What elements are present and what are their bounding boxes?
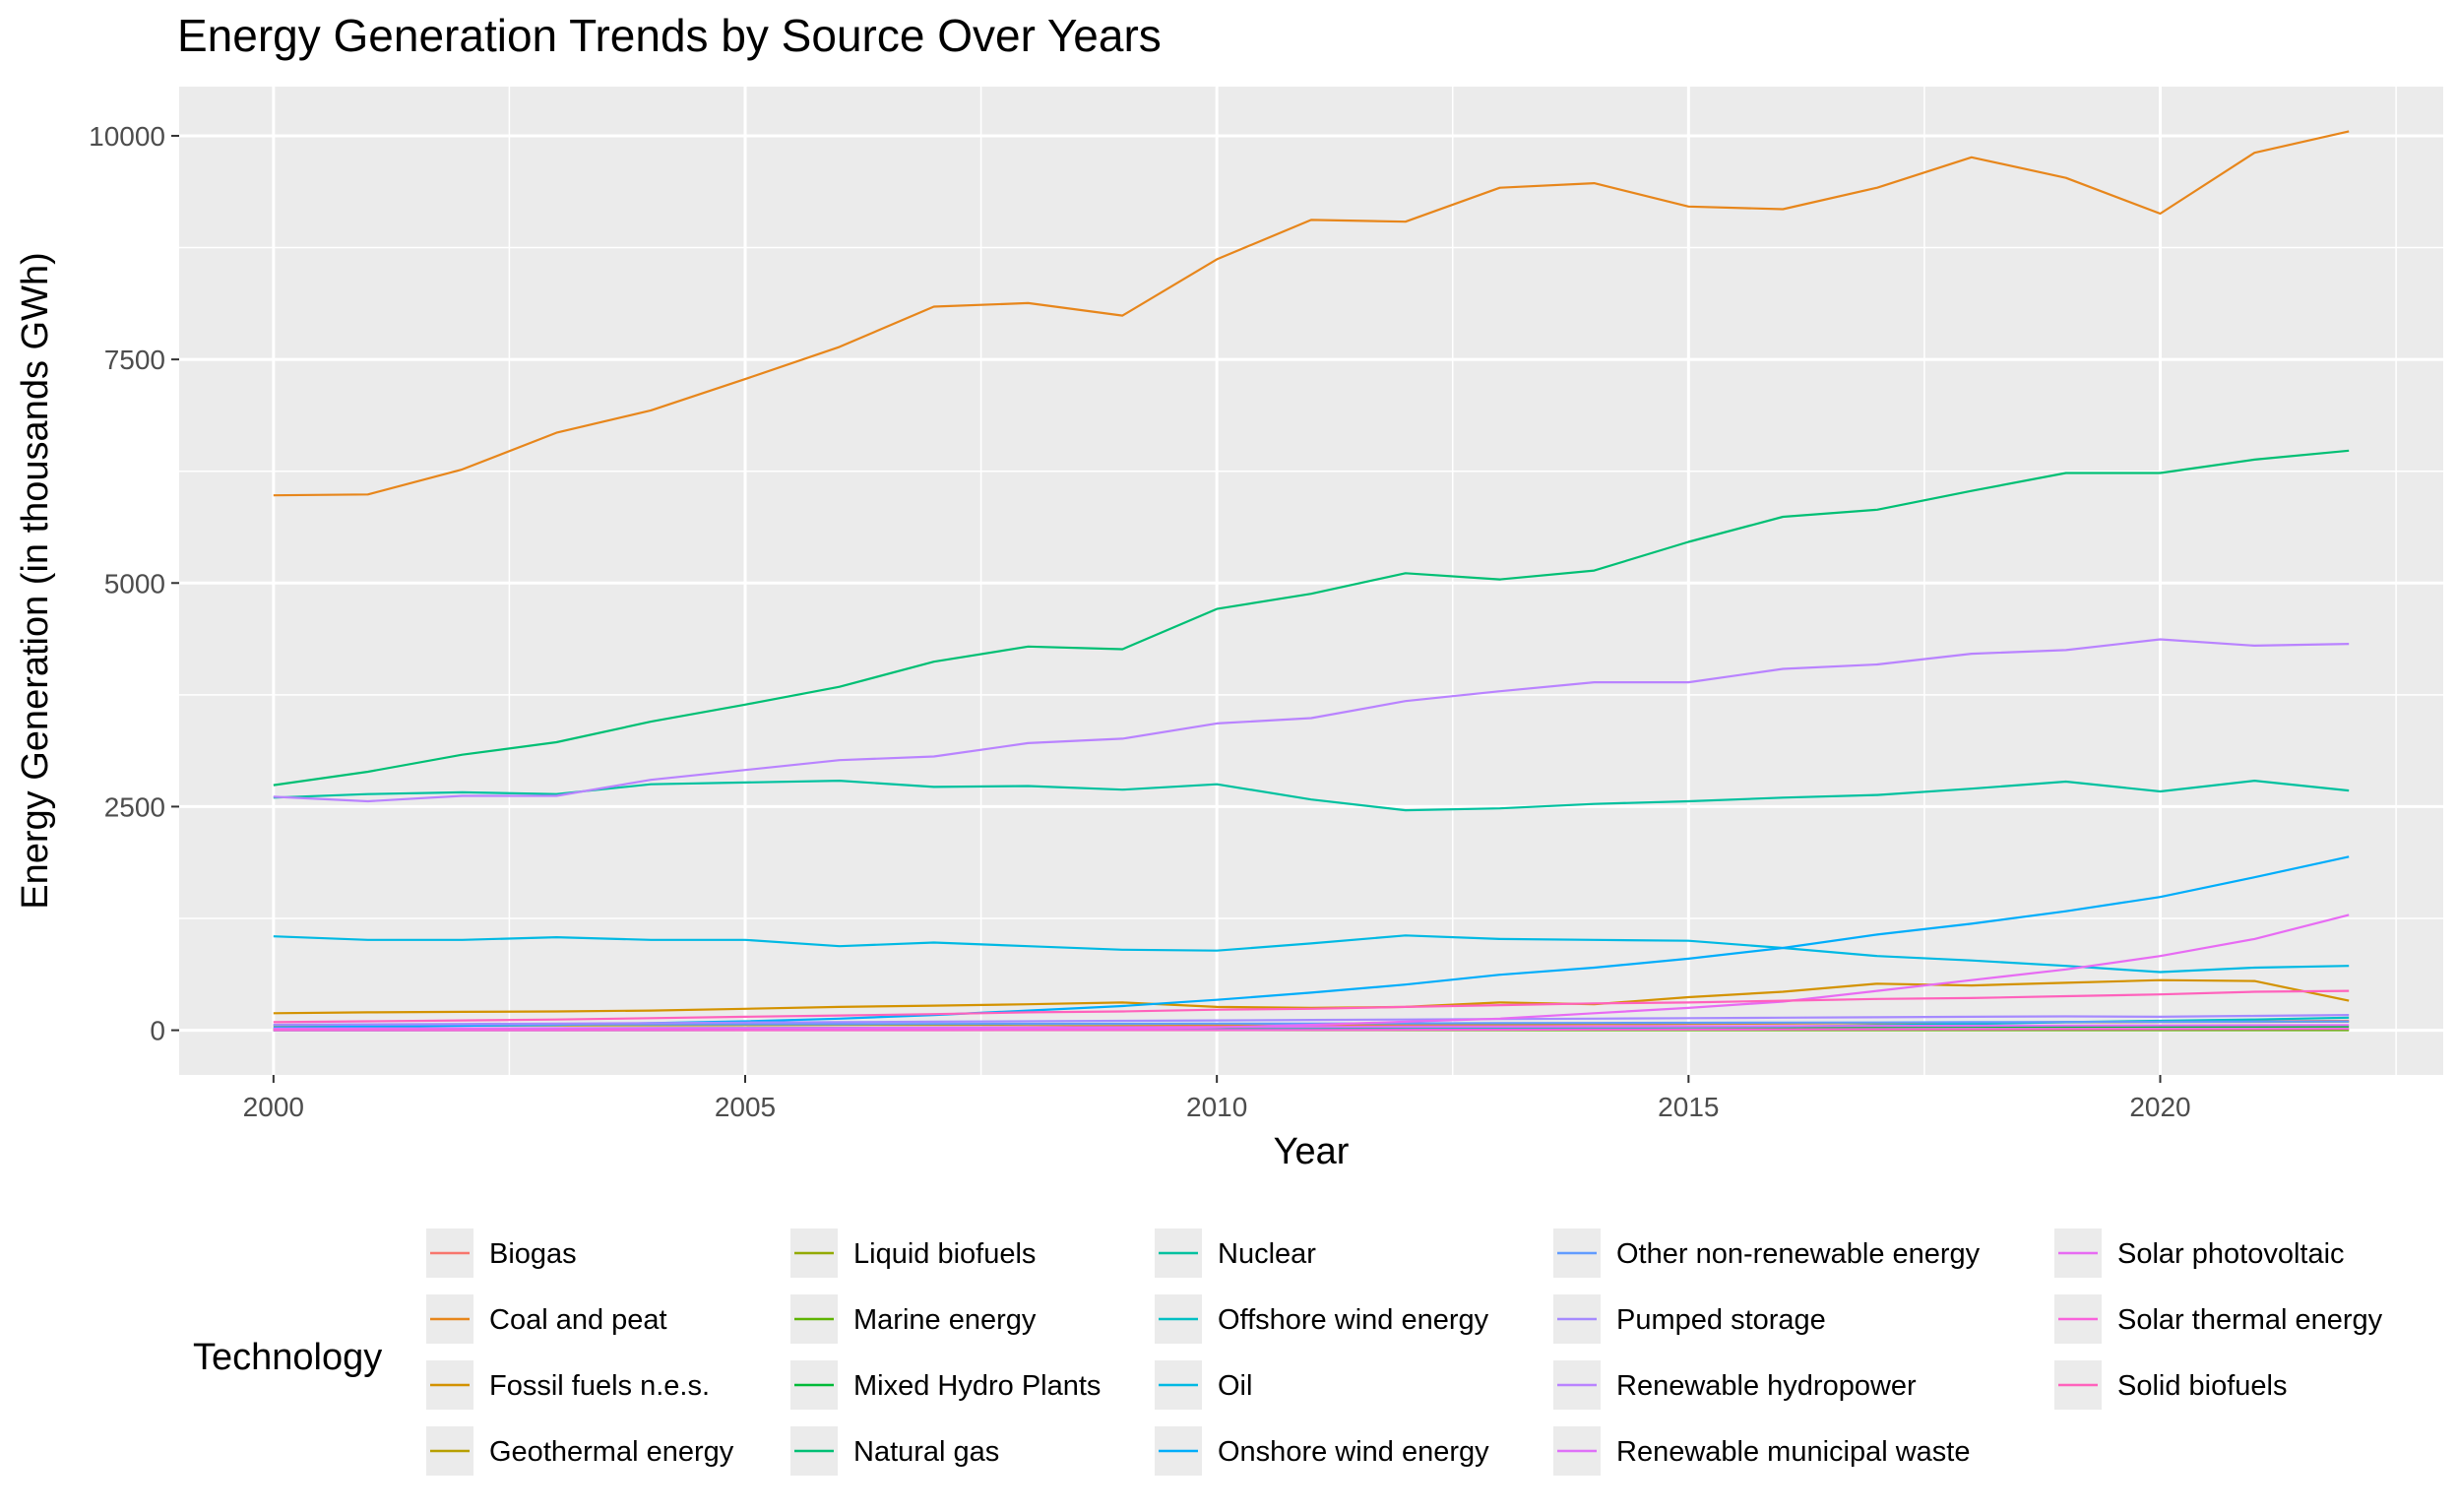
legend-item: Fossil fuels n.e.s. [426, 1360, 710, 1410]
legend-label: Nuclear [1218, 1238, 1316, 1270]
legend-label: Fossil fuels n.e.s. [489, 1370, 710, 1402]
legend-label: Other non-renewable energy [1616, 1238, 1981, 1270]
legend-item: Coal and peat [426, 1294, 667, 1344]
legend-label: Solar photovoltaic [2117, 1238, 2345, 1270]
x-tick-label: 2010 [1186, 1092, 1247, 1122]
legend-item: Geothermal energy [426, 1426, 734, 1476]
major-gridlines [179, 87, 2443, 1075]
series-line [273, 1028, 2350, 1032]
legend-item: Onshore wind energy [1155, 1426, 1489, 1476]
legend-item: Natural gas [790, 1426, 999, 1476]
series-line [273, 1024, 2350, 1030]
y-tick-label: 0 [150, 1016, 165, 1046]
legend-title: Technology [193, 1337, 382, 1378]
series-line [273, 449, 2350, 787]
legend-item: Nuclear [1155, 1228, 1316, 1278]
legend-label: Oil [1218, 1370, 1252, 1402]
y-tick-label: 7500 [104, 345, 165, 375]
series-line [273, 779, 2350, 812]
plot-panel [179, 87, 2443, 1075]
series-line [273, 934, 2350, 974]
legend-label: Geothermal energy [489, 1436, 734, 1468]
y-axis: 0 2500 5000 7500 10000 [89, 121, 179, 1046]
legend-label: Solar thermal energy [2117, 1304, 2383, 1336]
legend-label: Natural gas [853, 1436, 999, 1468]
legend-item: Pumped storage [1553, 1294, 1826, 1344]
legend-item: Solar thermal energy [2054, 1294, 2383, 1344]
legend-item: Renewable municipal waste [1553, 1426, 1970, 1476]
x-tick-label: 2015 [1658, 1092, 1719, 1122]
legend-item: Mixed Hydro Plants [790, 1360, 1101, 1410]
legend-label: Renewable hydropower [1616, 1370, 1917, 1402]
series-line [273, 638, 2350, 803]
legend-label: Marine energy [853, 1304, 1037, 1336]
legend-item: Renewable hydropower [1553, 1360, 1917, 1410]
series-line [273, 130, 2350, 497]
legend-label: Renewable municipal waste [1616, 1436, 1970, 1468]
legend-label: Biogas [489, 1238, 577, 1270]
legend-item: Solar photovoltaic [2054, 1228, 2345, 1278]
legend-label: Solid biofuels [2117, 1370, 2288, 1402]
x-tick-label: 2000 [243, 1092, 304, 1122]
legend-item: Solid biofuels [2054, 1360, 2288, 1410]
legend: Technology Biogas Coal and peat Fossil fue… [193, 1228, 2383, 1476]
x-axis-label: Year [1274, 1131, 1350, 1172]
legend-item: Marine energy [790, 1294, 1037, 1344]
x-tick-label: 2020 [2129, 1092, 2190, 1122]
legend-items: Biogas Coal and peat Fossil fuels n.e.s. Ge… [426, 1228, 2383, 1476]
series-line [273, 1020, 2350, 1027]
legend-label: Coal and peat [489, 1304, 667, 1336]
legend-label: Mixed Hydro Plants [853, 1370, 1101, 1402]
x-axis: 2000 2005 2010 2015 2020 [243, 1075, 2191, 1122]
x-tick-label: 2005 [715, 1092, 776, 1122]
legend-label: Liquid biofuels [853, 1238, 1036, 1270]
minor-gridlines [179, 87, 2443, 1075]
legend-item: Other non-renewable energy [1553, 1228, 1981, 1278]
legend-item: Offshore wind energy [1155, 1294, 1489, 1344]
legend-item: Liquid biofuels [790, 1228, 1036, 1278]
series-line [273, 989, 2350, 1024]
chart-title: Energy Generation Trends by Source Over … [177, 10, 1162, 61]
legend-item: Biogas [426, 1228, 577, 1278]
y-axis-label: Energy Generation (in thousands GWh) [15, 252, 56, 909]
y-tick-label: 2500 [104, 791, 165, 822]
series-lines [273, 130, 2350, 1032]
legend-label: Pumped storage [1616, 1304, 1826, 1336]
legend-item: Oil [1155, 1360, 1252, 1410]
y-tick-label: 5000 [104, 568, 165, 598]
series-line [273, 1014, 2350, 1027]
y-tick-label: 10000 [89, 121, 165, 152]
legend-label: Offshore wind energy [1218, 1304, 1489, 1336]
legend-label: Onshore wind energy [1218, 1436, 1489, 1468]
